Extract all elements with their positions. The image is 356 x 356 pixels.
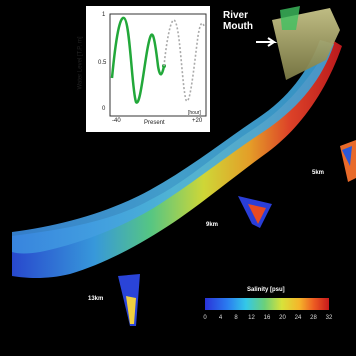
inset-xtick-end: +20	[192, 118, 203, 124]
colorbar-tick-label: 20	[279, 315, 286, 321]
inset-xtick-start: -40	[112, 118, 121, 124]
water-level-plot	[109, 13, 207, 117]
water-level-past-line	[110, 16, 166, 104]
river-mouth-label: River Mouth	[223, 10, 253, 32]
salinity-colorbar	[205, 298, 329, 310]
inset-ytick-05: 0.5	[98, 60, 107, 66]
inset-xunit: [hour]	[188, 110, 201, 116]
colorbar-tick-label: 16	[263, 315, 271, 321]
legend-title: Salinity [psu]	[247, 287, 285, 293]
distance-label-5km: 5km	[312, 170, 325, 176]
river-mouth-arrow	[256, 37, 278, 47]
colorbar-tick-label: 32	[325, 315, 333, 321]
colorbar-tick-label: 28	[310, 315, 317, 321]
colorbar-tick-label: 12	[248, 315, 255, 321]
inset-ylabel: Water Level [T.P. m]	[77, 36, 84, 90]
inset-xtick-present: Present	[144, 120, 165, 126]
river-wall	[12, 40, 342, 278]
river-surface	[12, 40, 334, 254]
water-level-future-line	[163, 19, 205, 102]
colorbar-tick-label: 8	[234, 315, 238, 321]
colorbar-ticks: 0 4 8 12 16 20 24 28 32	[200, 315, 334, 325]
inset-ytick-1: 1	[102, 12, 106, 18]
colorbar-tick-label: 4	[218, 315, 223, 321]
inset-ytick-0: 0	[102, 106, 106, 112]
water-level-inset: Water Level [T.P. m] 1 0.5 0 -40 Present…	[78, 6, 210, 132]
distance-label-13km: 13km	[88, 296, 104, 302]
colorbar-tick-label: 0	[203, 315, 207, 321]
distance-label-9km: 9km	[206, 222, 219, 228]
colorbar-tick-label: 24	[294, 315, 302, 321]
